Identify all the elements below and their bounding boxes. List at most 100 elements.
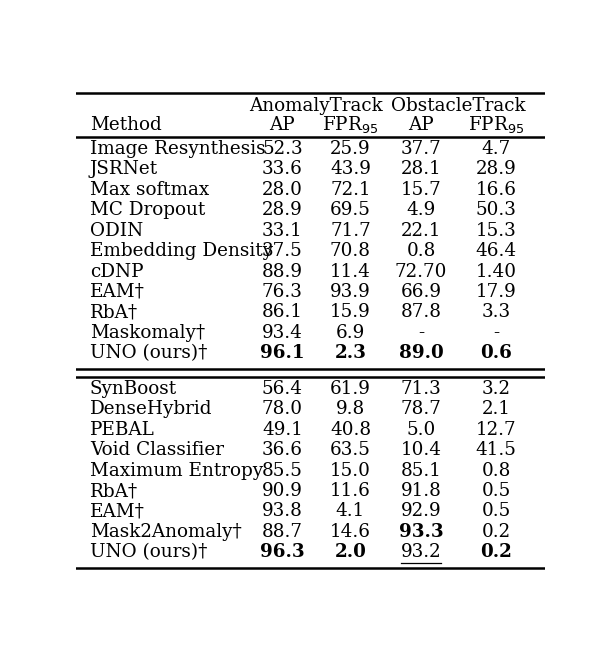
Text: 15.3: 15.3: [476, 222, 516, 239]
Text: 85.1: 85.1: [401, 462, 441, 480]
Text: JSRNet: JSRNet: [90, 161, 158, 178]
Text: UNO (ours)†: UNO (ours)†: [90, 543, 207, 562]
Text: 93.3: 93.3: [399, 523, 443, 541]
Text: 66.9: 66.9: [401, 283, 441, 301]
Text: 88.7: 88.7: [262, 523, 303, 541]
Text: PEBAL: PEBAL: [90, 420, 155, 439]
Text: 3.2: 3.2: [482, 380, 511, 398]
Text: 52.3: 52.3: [262, 140, 303, 158]
Text: DenseHybrid: DenseHybrid: [90, 400, 212, 419]
Text: 61.9: 61.9: [330, 380, 371, 398]
Text: 5.0: 5.0: [406, 420, 436, 439]
Text: -: -: [493, 324, 499, 342]
Text: 14.6: 14.6: [330, 523, 371, 541]
Text: 37.5: 37.5: [262, 242, 303, 260]
Text: 17.9: 17.9: [476, 283, 516, 301]
Text: 2.1: 2.1: [482, 400, 511, 419]
Text: 4.7: 4.7: [481, 140, 511, 158]
Text: 93.9: 93.9: [330, 283, 371, 301]
Text: 92.9: 92.9: [401, 502, 441, 520]
Text: 96.1: 96.1: [260, 344, 305, 362]
Text: ODIN: ODIN: [90, 222, 143, 239]
Text: 28.9: 28.9: [262, 201, 303, 219]
Text: 56.4: 56.4: [262, 380, 303, 398]
Text: 36.6: 36.6: [262, 441, 303, 459]
Text: 2.3: 2.3: [335, 344, 367, 362]
Text: 16.6: 16.6: [476, 181, 516, 199]
Text: RbA†: RbA†: [90, 303, 138, 321]
Text: 88.9: 88.9: [262, 262, 303, 281]
Text: 33.1: 33.1: [262, 222, 303, 239]
Text: Image Resynthesis: Image Resynthesis: [90, 140, 265, 158]
Text: 25.9: 25.9: [330, 140, 371, 158]
Text: 10.4: 10.4: [401, 441, 441, 459]
Text: AnomalyTrack: AnomalyTrack: [250, 97, 384, 115]
Text: 0.2: 0.2: [480, 543, 512, 562]
Text: 71.7: 71.7: [330, 222, 371, 239]
Text: 4.1: 4.1: [336, 502, 365, 520]
Text: 93.2: 93.2: [401, 543, 441, 562]
Text: 78.7: 78.7: [401, 400, 441, 419]
Text: 72.70: 72.70: [395, 262, 447, 281]
Text: 22.1: 22.1: [401, 222, 441, 239]
Text: 0.5: 0.5: [481, 482, 511, 500]
Text: AP: AP: [408, 115, 434, 134]
Text: 0.6: 0.6: [480, 344, 512, 362]
Text: Embedding Density: Embedding Density: [90, 242, 273, 260]
Text: 40.8: 40.8: [330, 420, 371, 439]
Text: 0.8: 0.8: [406, 242, 436, 260]
Text: 89.0: 89.0: [399, 344, 444, 362]
Text: Max softmax: Max softmax: [90, 181, 209, 199]
Text: 15.7: 15.7: [401, 181, 441, 199]
Text: 86.1: 86.1: [262, 303, 303, 321]
Text: 85.5: 85.5: [262, 462, 303, 480]
Text: 71.3: 71.3: [401, 380, 441, 398]
Text: 49.1: 49.1: [262, 420, 303, 439]
Text: Maskomaly†: Maskomaly†: [90, 324, 205, 342]
Text: 0.2: 0.2: [482, 523, 511, 541]
Text: 1.40: 1.40: [476, 262, 516, 281]
Text: 63.5: 63.5: [330, 441, 371, 459]
Text: 0.8: 0.8: [481, 462, 511, 480]
Text: RbA†: RbA†: [90, 482, 138, 500]
Text: 96.3: 96.3: [260, 543, 305, 562]
Text: 28.1: 28.1: [401, 161, 441, 178]
Text: 93.8: 93.8: [262, 502, 303, 520]
Text: -: -: [418, 324, 424, 342]
Text: 91.8: 91.8: [401, 482, 441, 500]
Text: 43.9: 43.9: [330, 161, 371, 178]
Text: cDNP: cDNP: [90, 262, 144, 281]
Text: 2.0: 2.0: [335, 543, 367, 562]
Text: 93.4: 93.4: [262, 324, 303, 342]
Text: 28.0: 28.0: [262, 181, 303, 199]
Text: EAM†: EAM†: [90, 283, 145, 301]
Text: 4.9: 4.9: [406, 201, 436, 219]
Text: FPR$_{95}$: FPR$_{95}$: [468, 114, 524, 135]
Text: Void Classifier: Void Classifier: [90, 441, 224, 459]
Text: 46.4: 46.4: [476, 242, 517, 260]
Text: 78.0: 78.0: [262, 400, 303, 419]
Text: Mask2Anomaly†: Mask2Anomaly†: [90, 523, 242, 541]
Text: EAM†: EAM†: [90, 502, 145, 520]
Text: 41.5: 41.5: [476, 441, 516, 459]
Text: 6.9: 6.9: [336, 324, 365, 342]
Text: AP: AP: [270, 115, 295, 134]
Text: ObstacleTrack: ObstacleTrack: [391, 97, 526, 115]
Text: Method: Method: [90, 115, 162, 134]
Text: UNO (ours)†: UNO (ours)†: [90, 344, 207, 362]
Text: 70.8: 70.8: [330, 242, 371, 260]
Text: 11.4: 11.4: [330, 262, 371, 281]
Text: SynBoost: SynBoost: [90, 380, 177, 398]
Text: 33.6: 33.6: [262, 161, 303, 178]
Text: 11.6: 11.6: [330, 482, 371, 500]
Text: 69.5: 69.5: [330, 201, 371, 219]
Text: 0.5: 0.5: [481, 502, 511, 520]
Text: 37.7: 37.7: [401, 140, 441, 158]
Text: 15.0: 15.0: [330, 462, 371, 480]
Text: Maximum Entropy: Maximum Entropy: [90, 462, 263, 480]
Text: 72.1: 72.1: [330, 181, 371, 199]
Text: 50.3: 50.3: [476, 201, 516, 219]
Text: 15.9: 15.9: [330, 303, 371, 321]
Text: 28.9: 28.9: [476, 161, 516, 178]
Text: 3.3: 3.3: [482, 303, 511, 321]
